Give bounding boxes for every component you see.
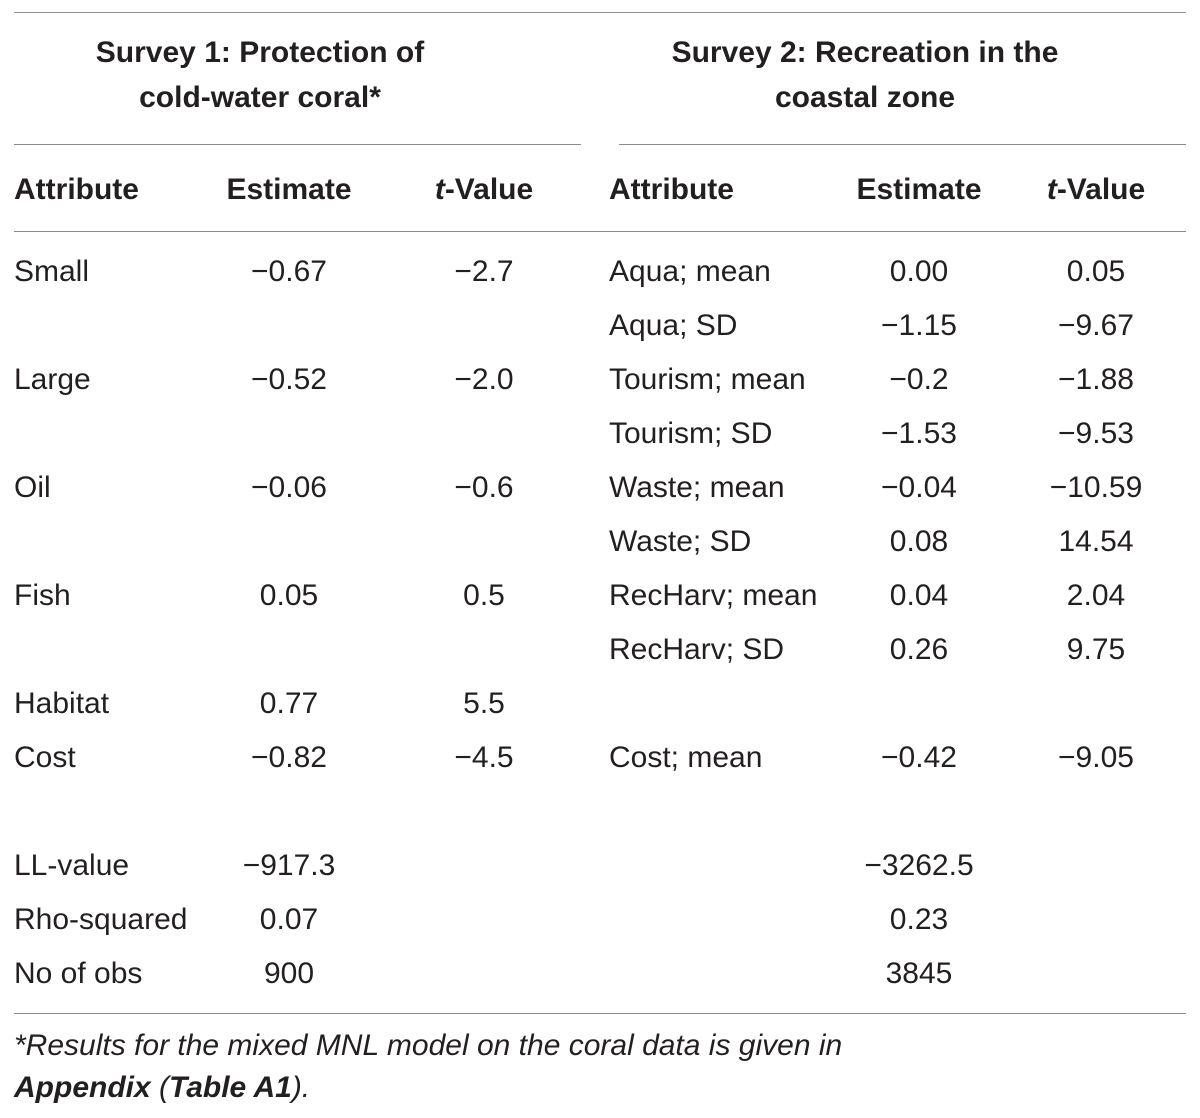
survey2-row-attribute: Tourism; SD [609, 417, 773, 450]
survey2-row-estimate: −1.53 [881, 417, 957, 450]
survey2-row-tvalue: −9.67 [1058, 309, 1134, 342]
survey1-row-tvalue: 5.5 [463, 687, 505, 720]
top-rule [14, 12, 1186, 13]
appendix-link[interactable]: Appendix [14, 1071, 151, 1104]
survey2-estimate-header: Estimate [856, 173, 982, 206]
footnote-close: ). [291, 1071, 311, 1104]
survey2-title-rule [619, 144, 1186, 145]
survey1-tvalue-header: t-Value [434, 173, 534, 206]
survey2-row-tvalue: −9.53 [1058, 417, 1134, 450]
survey1-row-estimate: −0.06 [251, 471, 327, 504]
survey1-row-estimate: 0.05 [259, 579, 319, 612]
survey2-row-tvalue: 0.05 [1066, 255, 1126, 288]
table-a1-link[interactable]: Table A1 [169, 1071, 292, 1104]
stat-survey2-value: −3262.5 [864, 849, 974, 882]
survey2-row-attribute: RecHarv; mean [609, 579, 818, 612]
survey2-row-attribute: Aqua; mean [609, 255, 771, 288]
survey1-row-tvalue: −2.0 [454, 363, 514, 396]
survey2-row-tvalue: −9.05 [1058, 741, 1134, 774]
survey2-row-estimate: −0.04 [881, 471, 957, 504]
survey1-title-rule [14, 144, 581, 145]
survey2-row-attribute: Tourism; mean [609, 363, 806, 396]
stat-label: Rho-squared [14, 903, 188, 936]
survey1-row-attribute: Cost [14, 741, 76, 774]
stat-survey2-value: 3845 [885, 957, 953, 990]
survey1-row-tvalue: −0.6 [454, 471, 514, 504]
survey2-row-tvalue: −10.59 [1049, 471, 1143, 504]
survey1-row-tvalue: −2.7 [454, 255, 514, 288]
survey2-row-estimate: 0.00 [889, 255, 949, 288]
survey1-row-attribute: Habitat [14, 687, 110, 720]
survey2-row-estimate: 0.08 [889, 525, 949, 558]
survey2-row-estimate: 0.26 [889, 633, 949, 666]
survey2-row-tvalue: 9.75 [1066, 633, 1126, 666]
survey2-title: Survey 2: Recreation in the coastal zone [671, 36, 1059, 114]
stat-survey1-value: −917.3 [242, 849, 336, 882]
survey1-row-tvalue: −4.5 [454, 741, 514, 774]
survey2-row-estimate: −0.2 [889, 363, 949, 396]
survey2-row-attribute: Cost; mean [609, 741, 763, 774]
survey1-row-attribute: Small [14, 255, 90, 288]
table-footnote: *Results for the mixed MNL model on the … [14, 1025, 1186, 1109]
survey1-row-attribute: Oil [14, 471, 51, 504]
survey1-estimate-header: Estimate [226, 173, 352, 206]
footnote-rule [14, 1013, 1186, 1014]
footnote-text: *Results for the mixed MNL model on the … [14, 1029, 843, 1062]
header-rule [14, 231, 1186, 232]
survey2-row-tvalue: 14.54 [1058, 525, 1134, 558]
survey1-row-attribute: Fish [14, 579, 71, 612]
survey1-row-estimate: −0.67 [251, 255, 327, 288]
stat-survey1-value: 900 [263, 957, 315, 990]
survey1-row-estimate: −0.82 [251, 741, 327, 774]
footnote-paren: ( [150, 1071, 169, 1104]
survey2-attribute-header: Attribute [609, 173, 734, 206]
survey1-attribute-header: Attribute [14, 173, 139, 206]
survey2-tvalue-header: t-Value [1046, 173, 1146, 206]
survey2-row-attribute: Waste; mean [609, 471, 785, 504]
stat-label: No of obs [14, 957, 143, 990]
stat-survey2-value: 0.23 [889, 903, 949, 936]
survey2-row-attribute: RecHarv; SD [609, 633, 785, 666]
survey2-row-estimate: −1.15 [881, 309, 957, 342]
survey2-row-tvalue: 2.04 [1066, 579, 1126, 612]
survey1-row-attribute: Large [14, 363, 91, 396]
survey2-row-estimate: −0.42 [881, 741, 957, 774]
survey1-row-estimate: −0.52 [251, 363, 327, 396]
survey1-row-estimate: 0.77 [259, 687, 319, 720]
survey1-title: Survey 1: Protection of cold-water coral… [95, 36, 425, 114]
stat-survey1-value: 0.07 [259, 903, 319, 936]
survey2-row-attribute: Waste; SD [609, 525, 752, 558]
survey2-row-attribute: Aqua; SD [609, 309, 738, 342]
survey1-row-tvalue: 0.5 [463, 579, 505, 612]
survey2-row-tvalue: −1.88 [1058, 363, 1134, 396]
stat-label: LL-value [14, 849, 130, 882]
survey2-row-estimate: 0.04 [889, 579, 949, 612]
